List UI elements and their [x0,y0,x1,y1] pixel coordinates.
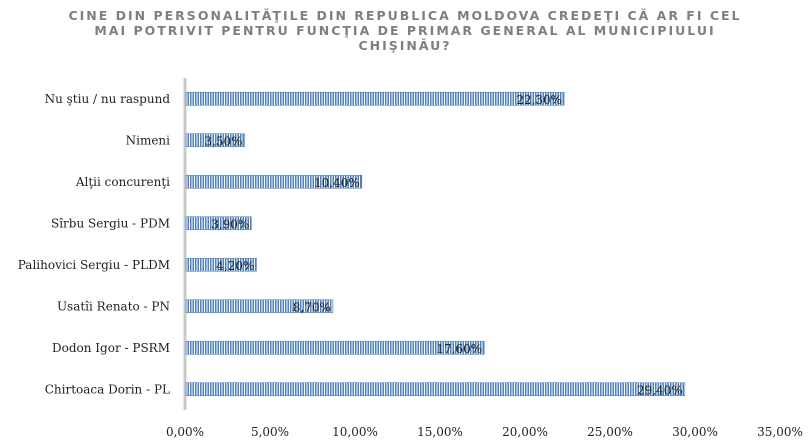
data-label: 8,70% [293,300,331,314]
category-label: Chirtoaca Dorin - PL [45,382,170,396]
category-label: Nu ştiu / nu raspund [45,92,171,106]
x-tick-label: 5,00% [251,425,289,439]
x-tick-label: 10,00% [332,425,378,439]
bar [185,340,485,355]
bar [185,174,363,189]
data-label: 17,60% [436,342,482,356]
data-label: 3,50% [204,134,242,148]
x-tick-label: 20,00% [502,425,548,439]
category-label: Dodon Igor - PSRM [52,341,170,355]
category-label: Nimeni [126,133,171,147]
data-label: 10,40% [314,176,360,190]
bar [185,216,252,231]
category-label: Alţii concurenţi [75,175,170,189]
bar [185,382,686,397]
x-tick-label: 25,00% [587,425,633,439]
category-label: Usatîi Renato - PN [57,299,170,313]
bar [185,91,565,106]
category-label: Palihovici Sergiu - PLDM [18,258,170,272]
bar [185,299,334,314]
data-label: 22,30% [516,93,562,107]
bar [185,133,245,148]
x-tick-label: 35,00% [757,425,803,439]
category-label: Sîrbu Sergiu - PDM [51,216,170,230]
chart-title: CINE DIN PERSONALITĂŢILE DIN REPUBLICA M… [68,8,742,53]
x-tick-label: 30,00% [672,425,718,439]
data-label: 4,20% [216,259,254,273]
data-label: 29,40% [637,383,683,397]
bar [185,257,257,272]
data-label: 3,90% [211,217,249,231]
x-tick-label: 0,00% [166,425,204,439]
x-tick-label: 15,00% [417,425,463,439]
